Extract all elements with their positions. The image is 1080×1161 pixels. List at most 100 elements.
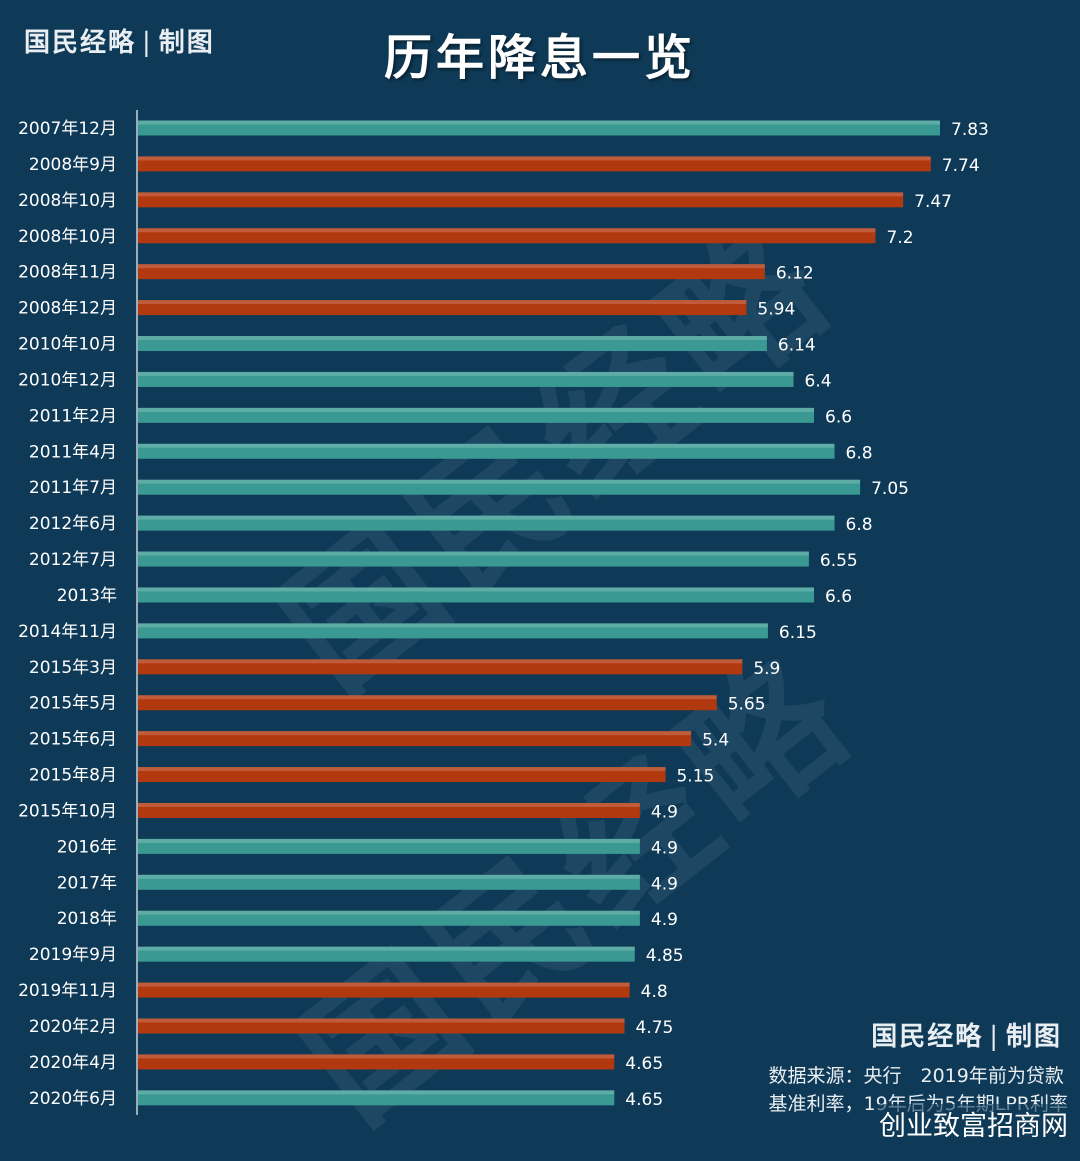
value-label: 6.4 xyxy=(805,371,832,391)
category-label: 2011年2月 xyxy=(29,406,117,426)
bar-highlight xyxy=(138,371,794,376)
bar-highlight xyxy=(138,695,717,700)
bar xyxy=(138,192,904,208)
bar-highlight xyxy=(138,120,940,125)
category-label: 2011年7月 xyxy=(29,478,117,498)
value-label: 6.55 xyxy=(820,551,858,571)
category-label: 2020年4月 xyxy=(29,1053,117,1073)
bar xyxy=(138,443,835,459)
value-label: 5.94 xyxy=(757,300,795,320)
bar xyxy=(138,946,635,962)
bar xyxy=(138,228,876,244)
category-label: 2008年10月 xyxy=(18,227,117,247)
brand-separator: | xyxy=(142,28,153,58)
category-label: 2015年3月 xyxy=(29,658,117,678)
bar xyxy=(138,515,835,531)
value-label: 5.15 xyxy=(676,767,714,787)
bar xyxy=(138,659,743,675)
value-label: 7.05 xyxy=(871,479,909,499)
category-label: 2015年10月 xyxy=(18,801,117,821)
value-label: 4.8 xyxy=(641,982,668,1002)
bar-highlight xyxy=(138,1018,625,1023)
bar-highlight xyxy=(138,731,692,736)
bar xyxy=(138,910,640,926)
chart-title: 历年降息一览 xyxy=(383,30,696,86)
value-label: 6.8 xyxy=(846,443,873,463)
bar xyxy=(138,551,809,567)
bar-highlight xyxy=(138,767,666,772)
bar-highlight xyxy=(138,156,931,161)
value-label: 4.65 xyxy=(625,1090,663,1110)
value-label: 4.75 xyxy=(636,1018,674,1038)
value-label: 4.9 xyxy=(651,838,678,858)
category-label: 2015年6月 xyxy=(29,730,117,750)
bar-highlight xyxy=(138,407,815,412)
value-label: 7.2 xyxy=(886,228,913,248)
brand-bottom: 国民经略 | 制图 xyxy=(871,1016,1062,1053)
value-label: 4.85 xyxy=(646,946,684,966)
category-label: 2016年 xyxy=(57,837,117,857)
category-label: 2008年10月 xyxy=(18,191,117,211)
category-label: 2012年6月 xyxy=(29,514,117,534)
bar xyxy=(138,767,666,783)
bar-highlight xyxy=(138,551,809,556)
value-label: 5.9 xyxy=(753,659,780,679)
category-label: 2010年12月 xyxy=(18,370,117,390)
bar xyxy=(138,623,768,639)
bar xyxy=(138,156,931,172)
value-label: 5.4 xyxy=(702,731,729,751)
category-label: 2020年2月 xyxy=(29,1017,117,1037)
bar xyxy=(138,731,692,747)
bar-highlight xyxy=(138,659,743,664)
bar xyxy=(138,802,640,818)
brand-suffix: 制图 xyxy=(158,28,215,58)
value-label: 4.9 xyxy=(651,802,678,822)
bar-highlight xyxy=(138,192,904,197)
value-label: 7.47 xyxy=(914,192,952,212)
bar-highlight xyxy=(138,838,640,843)
bar-highlight xyxy=(138,300,747,305)
value-label: 4.9 xyxy=(651,874,678,894)
bar-highlight xyxy=(138,1090,615,1095)
brand-top: 国民经略 | 制图 xyxy=(24,22,215,59)
bar xyxy=(138,695,717,711)
site-watermark: 创业致富招商网 xyxy=(875,1104,1072,1143)
category-label: 2018年 xyxy=(57,909,117,929)
bar-highlight xyxy=(138,982,630,987)
bar-highlight xyxy=(138,946,635,951)
source-line-1: 数据来源：央行 2019年前为贷款 xyxy=(768,1065,1064,1087)
bar-highlight xyxy=(138,336,767,341)
value-label: 4.65 xyxy=(625,1054,663,1074)
bar xyxy=(138,874,640,890)
bar xyxy=(138,982,630,998)
bar-highlight xyxy=(138,515,835,520)
category-label: 2015年8月 xyxy=(29,766,117,786)
bar xyxy=(138,587,815,603)
bar xyxy=(138,479,861,495)
category-label: 2015年5月 xyxy=(29,694,117,714)
bar xyxy=(138,838,640,854)
category-label: 2008年12月 xyxy=(18,299,117,319)
bar-highlight xyxy=(138,874,640,879)
value-label: 6.6 xyxy=(825,587,852,607)
value-label: 6.12 xyxy=(776,264,814,284)
bar-highlight xyxy=(138,264,765,269)
bar-highlight xyxy=(138,1054,615,1059)
value-label: 6.8 xyxy=(846,515,873,535)
category-label: 2010年10月 xyxy=(18,335,117,355)
category-label: 2008年9月 xyxy=(29,155,117,175)
value-label: 6.15 xyxy=(779,623,817,643)
category-label: 2019年11月 xyxy=(18,981,117,1001)
category-label: 2019年9月 xyxy=(29,945,117,965)
bar-highlight xyxy=(138,443,835,448)
bar xyxy=(138,407,815,423)
category-label: 2017年 xyxy=(57,873,117,893)
footer-brand-separator: | xyxy=(989,1022,1000,1052)
value-label: 4.9 xyxy=(651,910,678,930)
bar xyxy=(138,264,765,280)
category-label: 2007年12月 xyxy=(18,119,117,139)
bar-highlight xyxy=(138,802,640,807)
bar xyxy=(138,1018,625,1034)
value-label: 6.6 xyxy=(825,407,852,427)
